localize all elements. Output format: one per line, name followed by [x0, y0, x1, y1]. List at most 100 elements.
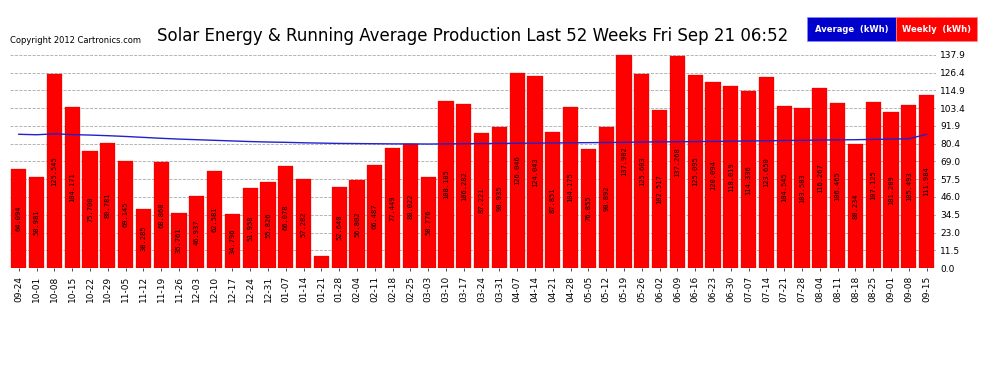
Bar — [207, 171, 222, 268]
Bar — [243, 188, 257, 268]
Bar — [100, 143, 116, 268]
Bar — [403, 144, 418, 268]
Text: 104.175: 104.175 — [567, 172, 573, 202]
Bar — [492, 128, 507, 268]
Text: Copyright 2012 Cartronics.com: Copyright 2012 Cartronics.com — [10, 36, 141, 45]
Text: 69.145: 69.145 — [123, 202, 129, 227]
Text: 116.267: 116.267 — [817, 163, 823, 193]
Bar — [901, 105, 917, 268]
Text: 38.285: 38.285 — [141, 226, 147, 251]
Bar — [29, 177, 45, 268]
Text: 87.851: 87.851 — [549, 188, 555, 213]
Title: Solar Energy & Running Average Production Last 52 Weeks Fri Sep 21 06:52: Solar Energy & Running Average Productio… — [157, 27, 788, 45]
Bar — [332, 187, 346, 268]
Text: Weekly  (kWh): Weekly (kWh) — [902, 25, 971, 34]
Bar — [724, 86, 739, 268]
Text: 126.046: 126.046 — [514, 156, 520, 186]
Text: 137.268: 137.268 — [674, 147, 680, 177]
Bar — [635, 74, 649, 268]
Text: 55.826: 55.826 — [265, 212, 271, 238]
Text: 90.892: 90.892 — [603, 185, 609, 210]
Text: 46.937: 46.937 — [194, 219, 200, 245]
Bar — [11, 169, 27, 268]
Text: 68.860: 68.860 — [158, 202, 164, 228]
Text: 76.855: 76.855 — [585, 196, 591, 221]
Bar — [385, 148, 400, 268]
Text: 107.125: 107.125 — [870, 170, 876, 200]
Bar — [742, 91, 756, 268]
Text: 125.545: 125.545 — [51, 156, 57, 186]
Text: 108.105: 108.105 — [443, 170, 449, 200]
Text: 103.503: 103.503 — [799, 173, 805, 203]
Text: 34.796: 34.796 — [230, 228, 236, 254]
Bar — [847, 144, 863, 268]
Bar — [652, 110, 667, 268]
Bar — [795, 108, 810, 268]
Text: 62.581: 62.581 — [212, 207, 218, 232]
Text: 118.019: 118.019 — [728, 162, 734, 192]
Bar — [528, 76, 543, 268]
Text: 105.493: 105.493 — [906, 172, 912, 201]
Text: 137.902: 137.902 — [621, 147, 627, 176]
Text: 123.650: 123.650 — [763, 158, 769, 188]
Text: 77.449: 77.449 — [390, 195, 396, 221]
Bar — [82, 151, 98, 268]
Bar — [189, 195, 204, 268]
Bar — [670, 56, 685, 268]
Text: 80.781: 80.781 — [105, 193, 111, 218]
Text: 104.171: 104.171 — [69, 172, 75, 202]
Bar — [153, 162, 168, 268]
Text: 58.776: 58.776 — [426, 210, 432, 236]
Bar — [349, 180, 364, 268]
Text: 90.935: 90.935 — [496, 185, 503, 210]
Text: 80.022: 80.022 — [408, 194, 414, 219]
Bar — [456, 104, 471, 268]
Bar — [777, 106, 792, 268]
Text: 80.234: 80.234 — [852, 193, 858, 219]
Bar — [474, 133, 489, 268]
Bar — [136, 209, 150, 268]
Bar — [64, 107, 80, 268]
Bar — [278, 166, 293, 268]
Bar — [439, 101, 453, 268]
Text: 125.603: 125.603 — [639, 156, 644, 186]
Text: 106.282: 106.282 — [460, 171, 467, 201]
Text: 102.517: 102.517 — [656, 174, 662, 204]
Bar — [706, 82, 721, 268]
Bar — [688, 75, 703, 268]
Bar — [296, 180, 311, 268]
Text: 57.282: 57.282 — [301, 211, 307, 237]
Text: 114.336: 114.336 — [745, 165, 751, 195]
Bar — [510, 73, 525, 268]
Text: 66.078: 66.078 — [283, 204, 289, 230]
Text: 58.981: 58.981 — [34, 210, 40, 235]
Text: 51.958: 51.958 — [248, 215, 253, 241]
Text: 101.209: 101.209 — [888, 175, 894, 205]
Bar — [171, 213, 186, 268]
Bar — [421, 177, 436, 268]
Bar — [225, 214, 240, 268]
Bar — [47, 74, 62, 268]
Bar — [367, 165, 382, 268]
Text: 66.487: 66.487 — [372, 204, 378, 230]
Text: 87.221: 87.221 — [478, 188, 485, 213]
Text: 75.700: 75.700 — [87, 197, 93, 222]
Bar — [314, 256, 329, 268]
Bar — [581, 149, 596, 268]
Text: 125.095: 125.095 — [692, 156, 698, 186]
Text: 124.043: 124.043 — [532, 157, 538, 187]
Bar — [759, 77, 774, 268]
Bar — [545, 132, 560, 268]
Text: 35.761: 35.761 — [176, 228, 182, 253]
Bar — [865, 102, 881, 268]
Bar — [617, 55, 632, 268]
Bar — [118, 161, 134, 268]
Text: 104.545: 104.545 — [781, 172, 787, 202]
Text: 120.094: 120.094 — [710, 160, 716, 190]
Text: 52.640: 52.640 — [337, 214, 343, 240]
Bar — [830, 104, 845, 268]
Text: 111.984: 111.984 — [924, 166, 930, 196]
Bar — [812, 88, 828, 268]
Text: Average  (kWh): Average (kWh) — [815, 25, 888, 34]
Text: 56.802: 56.802 — [354, 211, 360, 237]
